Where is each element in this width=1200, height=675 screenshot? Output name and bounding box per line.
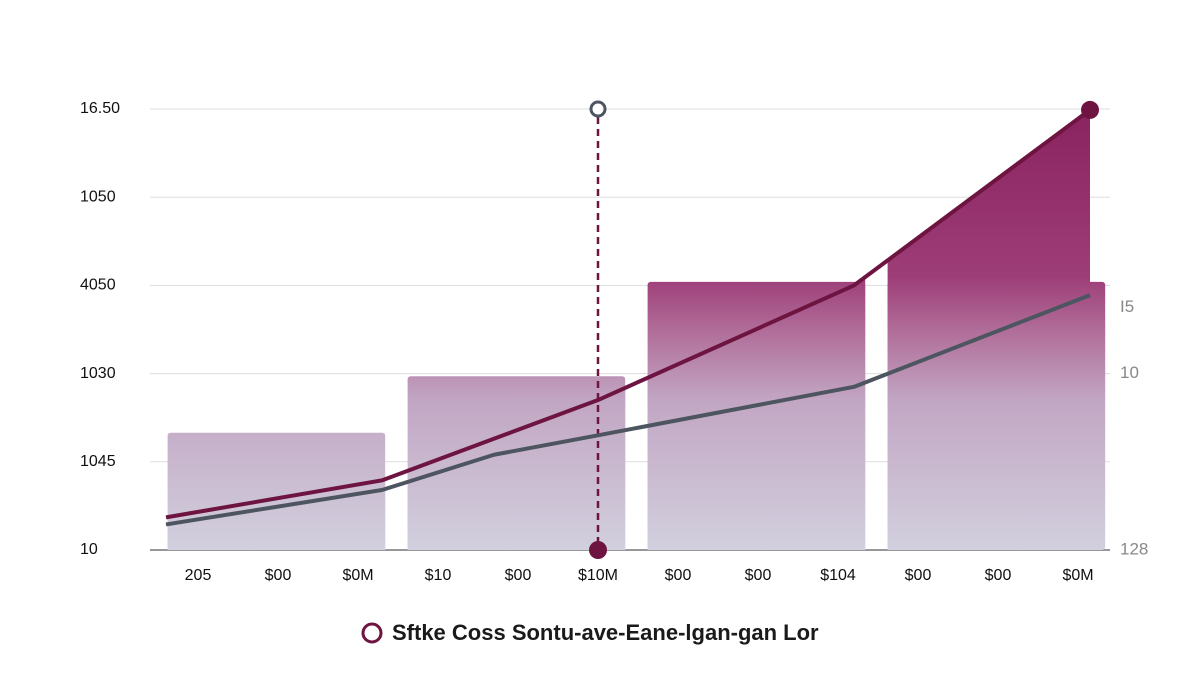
area	[167, 109, 1090, 550]
line	[165, 108, 1092, 520]
highlight-top	[589, 100, 607, 118]
end-point	[1081, 100, 1099, 119]
x-tick-label: 205	[185, 567, 212, 584]
x-tick-label: $10	[425, 567, 452, 584]
y2-tick-label: 10	[1120, 363, 1139, 382]
x-tick-label: $00	[905, 567, 932, 584]
y-tick-label: 1030	[80, 365, 116, 382]
x-tick-label: $0M	[1062, 567, 1093, 584]
x-tick-label: $00	[265, 567, 292, 584]
x-tick-label: $0M	[342, 567, 373, 584]
marks	[165, 100, 1106, 559]
highlight-bottom	[589, 541, 607, 559]
legend-marker	[361, 622, 383, 644]
x-tick-label: $00	[745, 567, 772, 584]
y-tick-label: 10	[80, 541, 98, 558]
y-tick-label: 1050	[80, 188, 116, 205]
x-tick-label: $00	[505, 567, 532, 584]
y2-tick-label: 128	[1120, 539, 1148, 558]
x-tick-label: $00	[665, 567, 692, 584]
y-tick-label: 16.50	[80, 100, 120, 117]
y-tick-label: 4050	[80, 277, 116, 294]
legend-label: Sftke Coss Sontu-ave-Eane-lgan-gan Lor	[392, 620, 819, 645]
y-tick-label: 1045	[80, 453, 116, 470]
x-tick-label: $104	[820, 567, 856, 584]
x-tick-label: $10M	[578, 567, 618, 584]
x-tick-label: $00	[985, 567, 1012, 584]
y2-tick-label: I5	[1120, 297, 1134, 316]
line	[165, 293, 1091, 527]
